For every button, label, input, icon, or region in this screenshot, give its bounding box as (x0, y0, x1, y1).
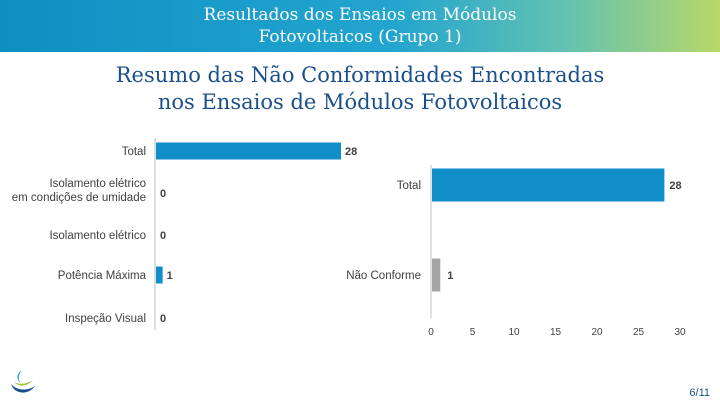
banner-title: Resultados dos Ensaios em Módulos Fotovo… (0, 4, 720, 48)
banner-title-line1: Resultados dos Ensaios em Módulos (203, 5, 517, 25)
chart2-tick-label: 15 (550, 327, 562, 338)
chart1-category-label: Isolamento elétrico (49, 230, 146, 242)
brand-logo-icon (11, 370, 35, 393)
chart1-data-label: 0 (160, 313, 166, 325)
banner-title-line2: Fotovoltaicos (Grupo 1) (258, 27, 462, 47)
chart2-tick-label: 10 (508, 327, 520, 338)
chart1-data-label: 0 (160, 188, 166, 200)
chart1-category-label: Potência Máxima (58, 270, 147, 282)
chart2-tick-label: 25 (633, 327, 645, 338)
chart1-data-label: 1 (167, 270, 173, 282)
chart2-tick-label: 5 (470, 327, 476, 338)
chart1-data-label: 28 (345, 146, 357, 158)
chart1-bar (156, 142, 341, 160)
chart2-data-label: 28 (669, 180, 681, 192)
chart2-tick-label: 20 (591, 327, 603, 338)
chart1-bar (156, 266, 163, 284)
slide-title-line1: Resumo das Não Conformidades Encontradas (115, 63, 605, 87)
chart-nonconformities-by-test: Total 28 Isolamento elétrico em condições d… (12, 138, 357, 330)
chart2-category-label: Total (397, 180, 421, 192)
chart2-tick-label: 30 (674, 327, 686, 338)
chart2-data-label: 1 (447, 270, 453, 282)
chart2-category-label: Não Conforme (346, 270, 421, 282)
slide-title-line2: nos Ensaios de Módulos Fotovoltaicos (157, 90, 563, 114)
slide-title: Resumo das Não Conformidades Encontradas… (0, 62, 720, 116)
chart1-data-label: 0 (160, 230, 166, 242)
chart2-tick-label: 0 (428, 327, 434, 338)
chart2-bar (432, 258, 441, 292)
page-number: 6/11 (689, 387, 710, 399)
chart1-category-label: Total (122, 146, 146, 158)
header-banner: Resultados dos Ensaios em Módulos Fotovo… (0, 0, 720, 52)
chart1-category-label: Inspeção Visual (65, 313, 146, 325)
chart2-bar (432, 168, 665, 202)
chart1-category-label: Isolamento elétrico em condições de umida… (12, 178, 146, 204)
